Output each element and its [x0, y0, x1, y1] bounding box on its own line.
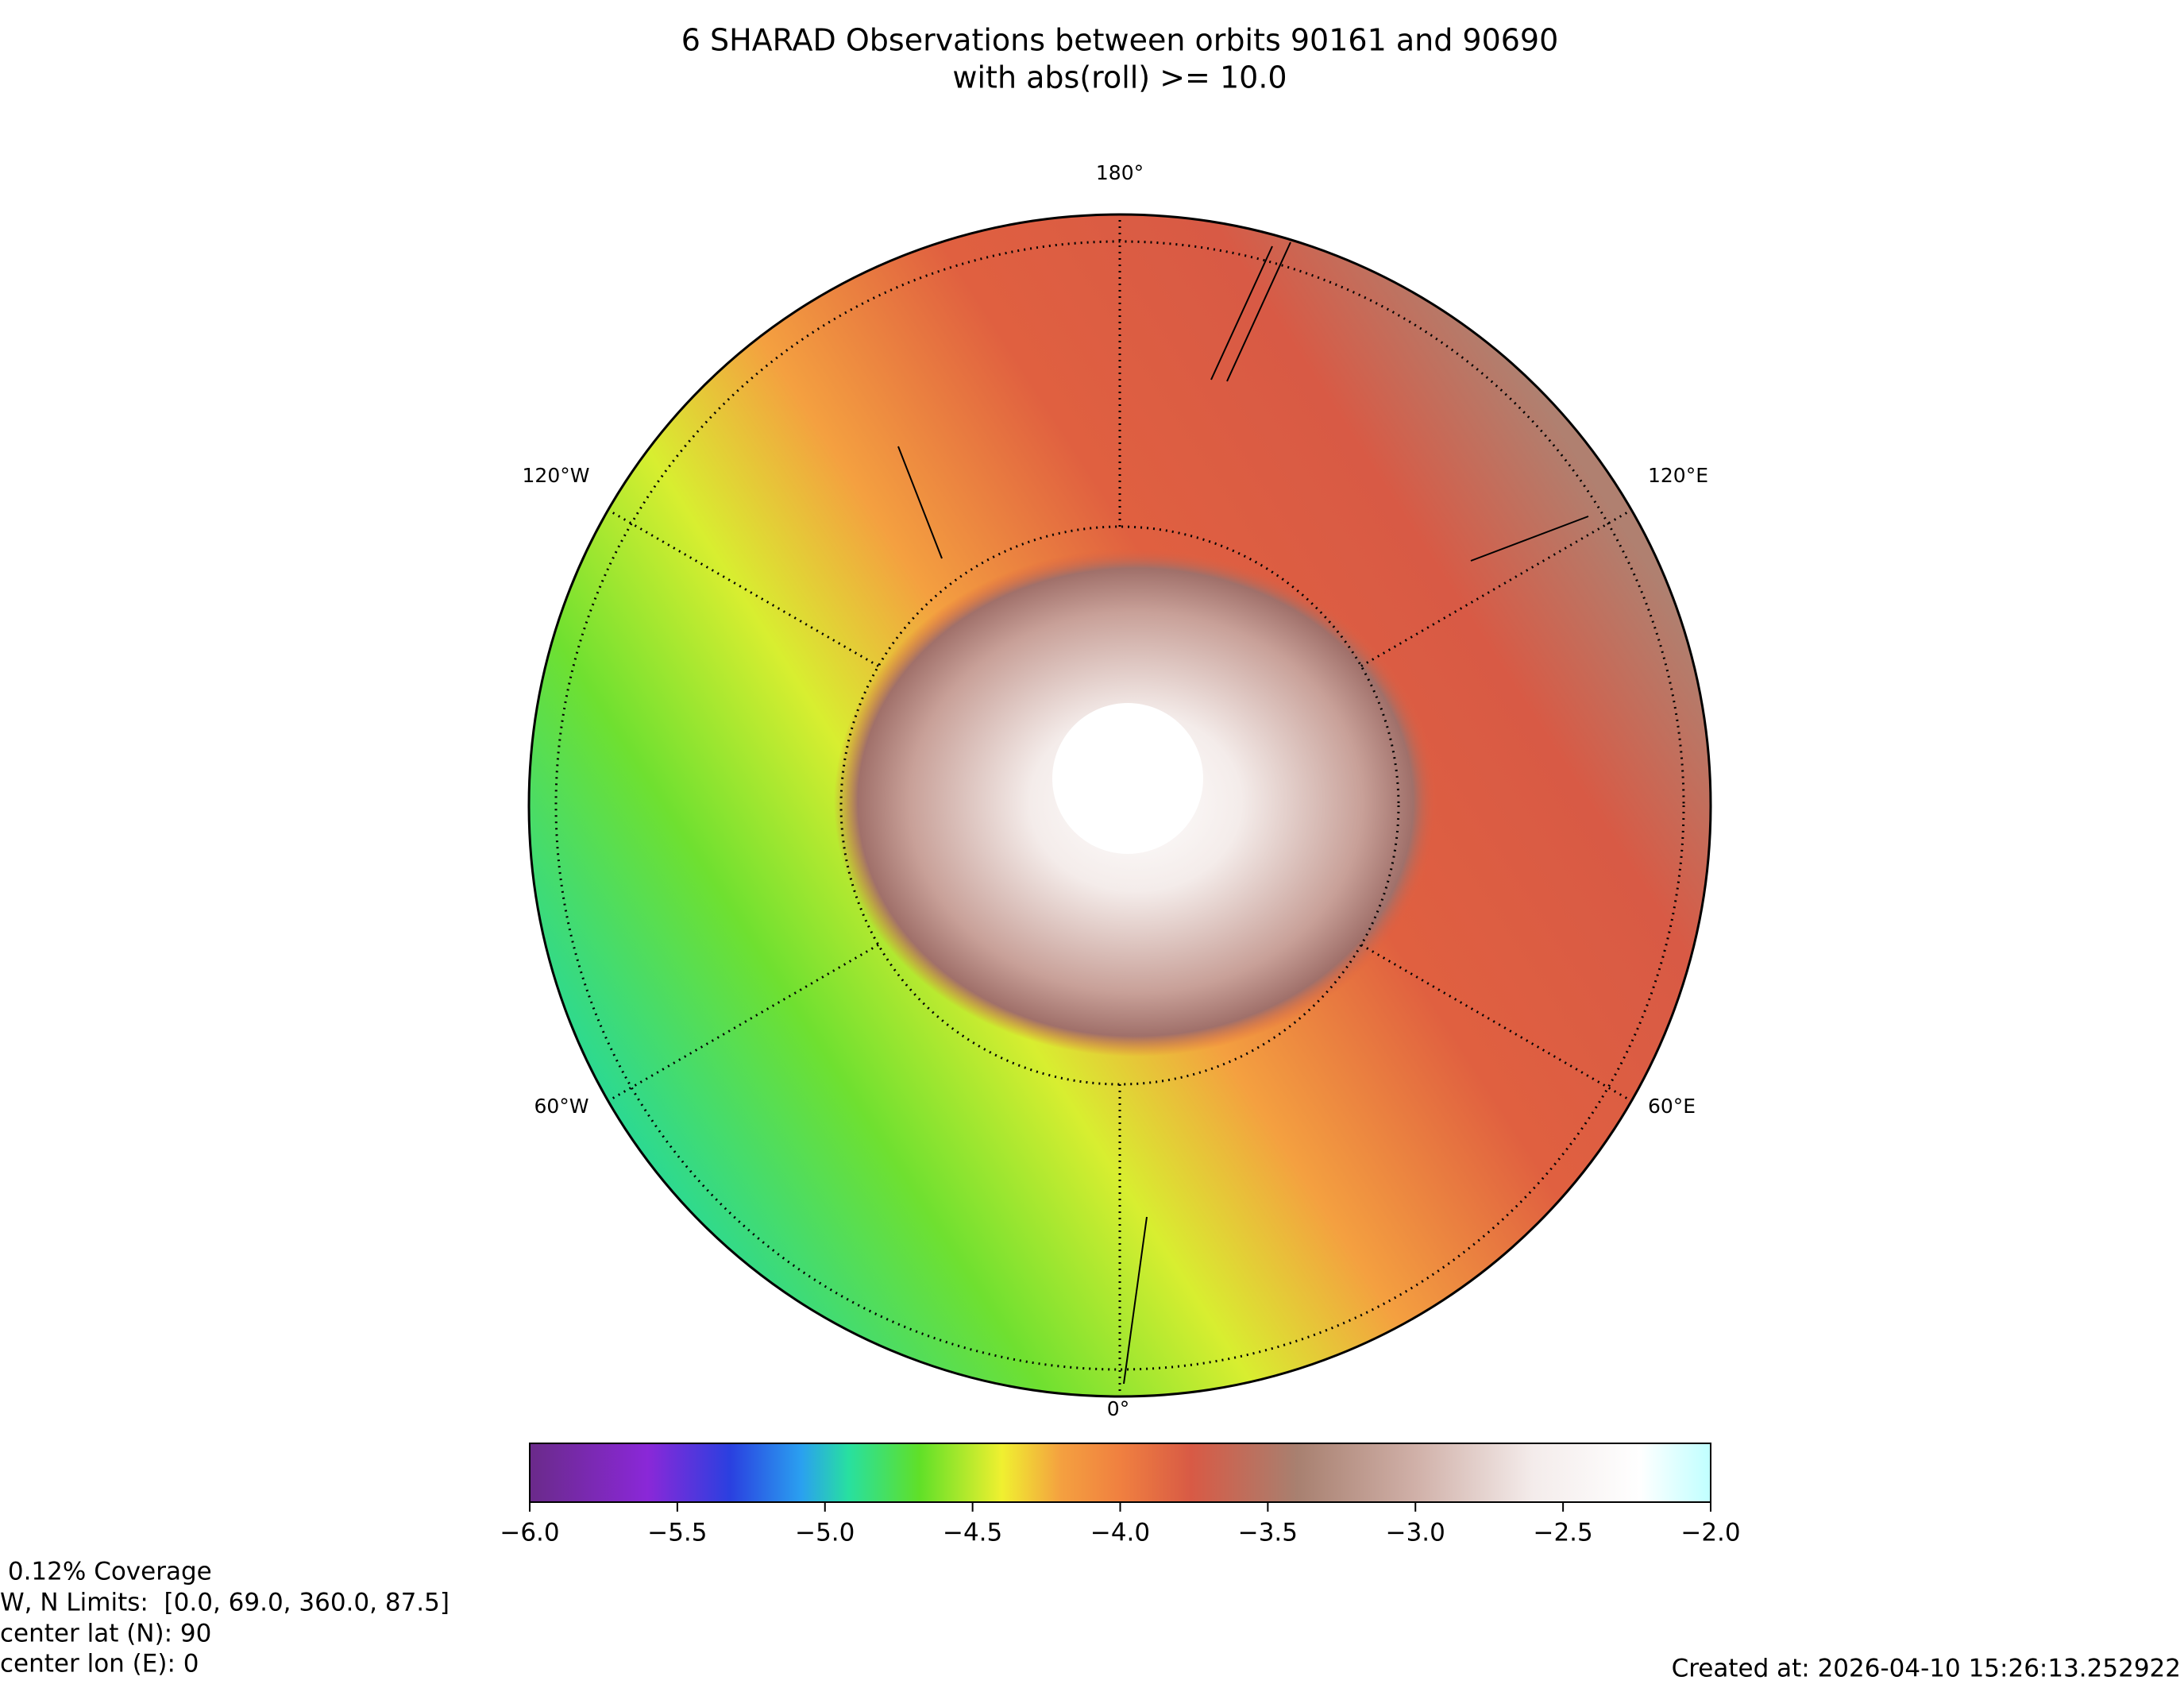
- lon-label: 60°W: [534, 1095, 588, 1118]
- tick-label: −3.0: [1386, 1519, 1445, 1547]
- meridian: [607, 944, 879, 1103]
- lon-label: 120°E: [1648, 464, 1708, 487]
- title: 6 SHARAD Observations between orbits 901…: [681, 23, 1559, 58]
- track: [1210, 245, 1273, 380]
- meridian: [607, 508, 879, 667]
- meridian: [1360, 508, 1633, 667]
- map-boundary: [527, 213, 1712, 1398]
- tick-label: −6.0: [500, 1519, 559, 1547]
- info-text: center lon (E): 0: [0, 1650, 199, 1678]
- track: [1123, 1216, 1148, 1385]
- tick-label: −3.5: [1238, 1519, 1298, 1547]
- latitude-circle: [554, 240, 1685, 1371]
- tick-label: −5.0: [795, 1519, 855, 1547]
- tracks: [897, 241, 1589, 1385]
- tick-label: −2.5: [1533, 1519, 1592, 1547]
- latitude-circle: [839, 525, 1400, 1086]
- tick-label: −2.0: [1680, 1519, 1740, 1547]
- track: [1470, 516, 1589, 562]
- subtitle: with abs(roll) >= 10.0: [952, 60, 1287, 95]
- lon-label: 60°E: [1648, 1095, 1696, 1118]
- tick-label: −4.5: [943, 1519, 1002, 1547]
- created-at: Created at: 2026-04-10 15:26:13.252922: [1672, 1655, 2181, 1683]
- meridian: [1360, 944, 1633, 1103]
- graticule: [554, 214, 1685, 1396]
- info-text: 0.12% Coverage: [0, 1558, 212, 1586]
- lon-label: 120°W: [523, 464, 590, 487]
- track: [897, 446, 943, 559]
- tick-label: −5.5: [647, 1519, 707, 1547]
- info-text: W, N Limits: [0.0, 69.0, 360.0, 87.5]: [0, 1589, 450, 1617]
- colorbar-ticks: −6.0 −5.5 −5.0 −4.5 −4.0 −3.5 −3.0 −2.5 −2.0: [500, 1502, 1741, 1547]
- colorbar: [529, 1443, 1711, 1503]
- track: [1226, 241, 1291, 382]
- lon-label: 0°: [1107, 1397, 1129, 1420]
- lon-label: 180°: [1096, 161, 1144, 184]
- tick-label: −4.0: [1090, 1519, 1150, 1547]
- info-text: center lat (N): 90: [0, 1620, 211, 1648]
- polar-cap-center: [1052, 703, 1203, 854]
